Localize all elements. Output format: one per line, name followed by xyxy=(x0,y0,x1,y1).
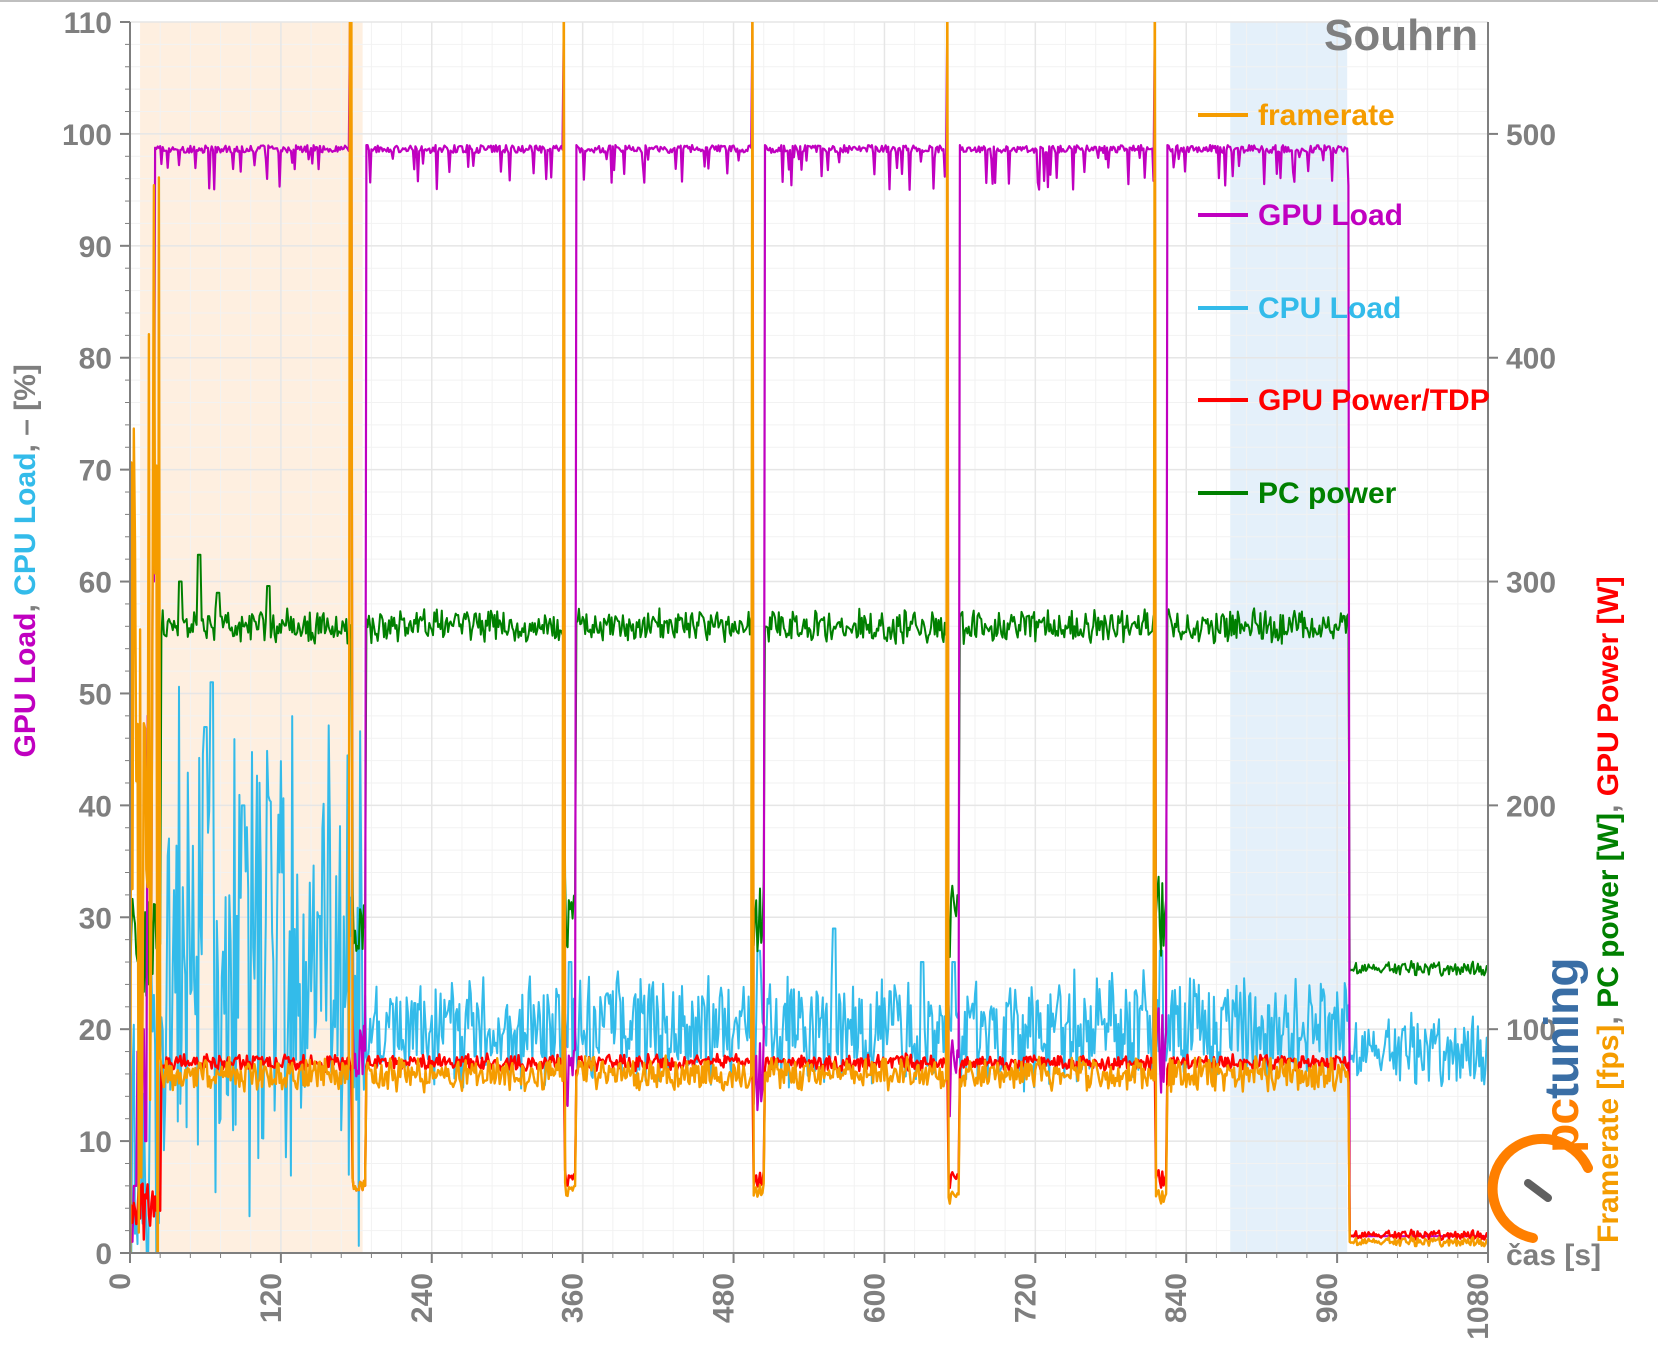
y-left-tick-label: 30 xyxy=(79,902,112,935)
y-right-axis-label: Framerate [fps], PC power [W], GPU Power… xyxy=(1592,576,1625,1243)
chart-svg: 0102030405060708090100110100200300400500… xyxy=(0,0,1658,1361)
y-right-tick-label: 200 xyxy=(1506,790,1556,823)
legend-label: CPU Load xyxy=(1258,292,1401,325)
x-tick-label: 840 xyxy=(1160,1273,1193,1323)
y-left-tick-label: 20 xyxy=(79,1014,112,1047)
y-left-tick-label: 50 xyxy=(79,678,112,711)
x-tick-label: 120 xyxy=(255,1273,288,1323)
y-right-tick-label: 300 xyxy=(1506,567,1556,600)
legend-label: framerate xyxy=(1258,99,1395,132)
pctuning-logo: pctuning xyxy=(1493,958,1589,1238)
y-left-tick-label: 70 xyxy=(79,455,112,488)
x-tick-label: 720 xyxy=(1009,1273,1042,1323)
legend-label: PC power xyxy=(1258,477,1397,510)
y-left-axis-label: GPU Load, CPU Load, – [%] xyxy=(9,364,42,757)
y-left-tick-label: 40 xyxy=(79,790,112,823)
x-tick-label: 240 xyxy=(406,1273,439,1323)
y-left-tick-label: 60 xyxy=(79,567,112,600)
legend-label: GPU Load xyxy=(1258,199,1403,232)
legend-label: GPU Power/TDP xyxy=(1258,384,1490,417)
y-left-tick-label: 110 xyxy=(64,7,112,40)
x-tick-label: 1080 xyxy=(1462,1273,1495,1340)
y-left-tick-label: 100 xyxy=(62,119,112,152)
y-left-tick-label: 10 xyxy=(79,1126,112,1159)
y-right-tick-label: 500 xyxy=(1506,119,1556,152)
x-tick-label: 360 xyxy=(557,1273,590,1323)
y-left-tick-label: 90 xyxy=(79,231,112,264)
x-axis-label: čas [s] xyxy=(1506,1239,1601,1272)
x-tick-label: 0 xyxy=(104,1273,137,1290)
x-tick-label: 480 xyxy=(708,1273,741,1323)
x-tick-label: 960 xyxy=(1311,1273,1344,1323)
y-left-tick-label: 0 xyxy=(95,1238,112,1271)
y-right-tick-label: 400 xyxy=(1506,343,1556,376)
y-left-tick-label: 80 xyxy=(79,343,112,376)
svg-text:pctuning: pctuning xyxy=(1536,958,1589,1153)
x-tick-label: 600 xyxy=(858,1273,891,1323)
chart-container: 0102030405060708090100110100200300400500… xyxy=(0,0,1658,1361)
chart-title: Souhrn xyxy=(1324,11,1478,60)
